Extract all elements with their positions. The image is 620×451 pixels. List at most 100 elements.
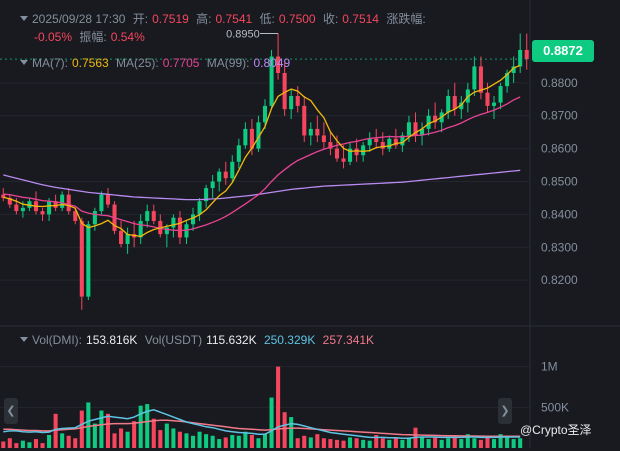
ma25-label: MA(25): [116,56,159,70]
volume-bar [446,438,451,448]
volume-bar [230,434,235,448]
volume-bar [217,439,222,448]
volume-bar [393,438,398,448]
high-marker-label: 0.8950 [226,29,260,41]
volume-bar [204,434,209,448]
candle-body [446,96,451,113]
candle-body [367,138,372,146]
volume-bar [197,431,202,448]
candle-body [197,201,202,215]
volume-bar [112,433,117,448]
candle-body [380,142,385,149]
candle-body [518,49,523,67]
volume-bar [40,443,45,448]
ma99-line [3,169,521,201]
candle-body [354,148,359,156]
volume-bar [282,412,287,448]
ma25-value: 0.7705 [162,56,200,70]
open-value: 0.7519 [152,12,189,26]
price-tick-label: 0.8400 [541,207,578,221]
volume-bar [20,440,25,448]
volume-bar [1,441,6,448]
vol-collapse-arrow-icon[interactable] [20,337,28,342]
ma99-label: MA(99): [206,56,250,70]
amplitude-label: 振幅: [79,30,107,44]
ma7-value: 0.7563 [72,56,109,70]
volume-bar [387,439,392,448]
price-tick-label: 0.8700 [541,109,578,123]
volume-bar [243,431,248,448]
volume-bar [236,435,241,448]
candle-body [282,72,287,110]
volume-bar [86,402,91,448]
candle-body [400,135,405,146]
candle-body [73,211,78,221]
candle-body [243,128,248,146]
candle-body [348,148,353,162]
candle-body [99,194,104,212]
candle-body [171,217,176,228]
candle-body [40,211,45,215]
candle-body [230,161,235,179]
volume-bar [27,442,32,448]
candle-body [1,194,6,198]
vol-ma1-line [3,409,521,439]
volume-bar [125,431,130,448]
volume-bar [328,439,333,448]
candle-body [210,181,215,189]
candle-body [66,194,71,212]
volume-bar [269,397,274,448]
volume-bar [158,430,163,448]
candle-body [302,105,307,136]
volume-bar [73,438,78,448]
candle-body [426,115,431,129]
scroll-right-button[interactable]: ❯ [498,398,512,424]
volume-bar [119,428,124,448]
ma-collapse-arrow-icon[interactable] [20,60,28,65]
candle-body [256,122,261,149]
volume-bar [459,439,464,448]
candle-body [105,194,110,205]
candle-body [177,217,182,238]
collapse-arrow-icon[interactable] [20,16,28,21]
candle-body [524,49,529,60]
candle-body [145,211,150,221]
vol-usdt-label: Vol(USDT) [144,333,203,347]
volume-bar [53,413,58,448]
volume-bar [302,435,307,448]
candle-body [7,197,12,205]
scroll-left-button[interactable]: ❮ [4,398,18,424]
vol-ma2-value: 257.341K [322,333,375,347]
volume-bar [138,405,143,448]
volume-bar [354,438,359,448]
volume-bar [491,439,497,448]
volume-bar [210,435,215,448]
candle-body [452,96,457,110]
candle-body [190,214,196,225]
candle-body [334,148,340,159]
change-value: -0.05% [34,30,73,44]
volume-bar [92,423,97,448]
candle-body [92,211,97,225]
volume-bar [420,436,425,448]
candle-body [361,145,366,156]
low-label: 低: [259,12,275,26]
volume-bar [262,434,268,448]
volume-bar [348,437,353,448]
volume-bar [367,440,372,448]
candle-body [223,171,228,179]
candle-body [249,128,254,149]
candle-body [164,227,169,235]
candle-body [341,158,346,162]
candle-body [20,207,25,212]
volume-bar [452,436,457,448]
volume-bar [190,435,196,448]
candle-body [295,96,300,106]
candle-body [413,122,418,136]
price-tick-label: 0.8300 [541,240,578,254]
price-tick-label: 0.8800 [541,76,578,90]
volume-bar [60,433,65,448]
candle-body [420,128,425,136]
